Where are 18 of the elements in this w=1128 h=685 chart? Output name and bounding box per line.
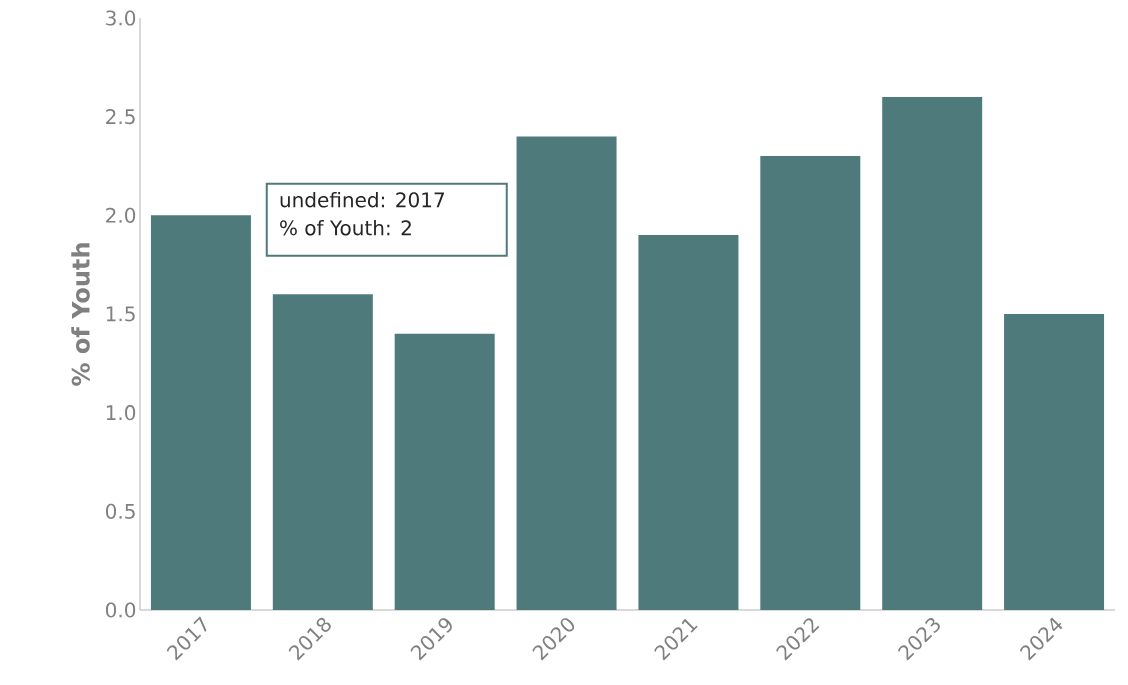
bar xyxy=(272,294,373,610)
annotation: undefined: 2017 xyxy=(280,191,444,208)
y-tick-label: 2.5 xyxy=(106,109,135,125)
bar xyxy=(760,156,861,610)
y-tick-label: 1.5 xyxy=(106,306,135,322)
bar xyxy=(638,235,739,610)
y-tick-label: 0.0 xyxy=(105,602,136,618)
y-tick-label: 3.0 xyxy=(106,10,136,26)
y-axis-title: % of Youth xyxy=(71,243,90,386)
bar xyxy=(882,96,983,610)
bar xyxy=(1004,313,1105,610)
bar xyxy=(394,333,495,610)
y-tick-label: 2.0 xyxy=(106,207,136,223)
bar xyxy=(516,136,617,610)
bar xyxy=(150,215,251,610)
y-tick-label: 0.5 xyxy=(105,503,135,519)
y-tick-label: 1.0 xyxy=(106,405,136,421)
annotation: % of Youth: 2 xyxy=(280,219,411,236)
